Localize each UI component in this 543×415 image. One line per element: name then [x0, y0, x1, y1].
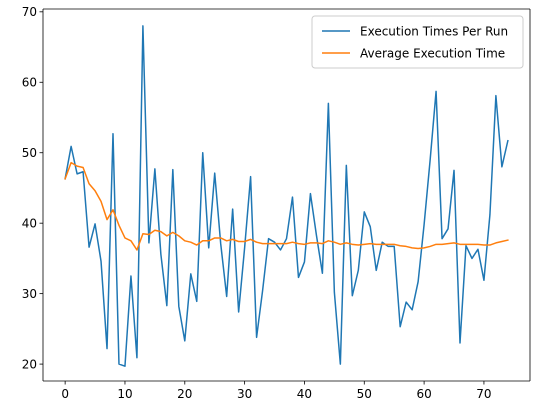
- plot-content: [64, 25, 509, 367]
- y-tick-label: 30: [22, 287, 37, 301]
- y-tick-label: 20: [22, 357, 37, 371]
- x-tick-label: 20: [177, 387, 192, 401]
- y-tick-label: 70: [22, 5, 37, 19]
- y-tick-label: 50: [22, 146, 37, 160]
- x-tick-label: 30: [237, 387, 252, 401]
- legend: Execution Times Per Run Average Execution…: [311, 15, 524, 69]
- x-tick-label: 40: [297, 387, 312, 401]
- x-tick-label: 0: [61, 387, 69, 401]
- x-tick-label: 70: [476, 387, 491, 401]
- y-tick-label: 40: [22, 216, 37, 230]
- series-line-0: [64, 25, 509, 367]
- x-tick-label: 60: [416, 387, 431, 401]
- x-tick-label: 50: [357, 387, 372, 401]
- x-tick-label: 10: [117, 387, 132, 401]
- axes: 0 10 20 30 40 50 60 70 20 30 40 50 60 70: [22, 5, 531, 401]
- legend-label-1: Average Execution Time: [360, 46, 505, 60]
- y-tick-label: 60: [22, 76, 37, 90]
- legend-label-0: Execution Times Per Run: [360, 24, 508, 38]
- series-line-1: [64, 161, 509, 251]
- legend-box: [311, 15, 524, 69]
